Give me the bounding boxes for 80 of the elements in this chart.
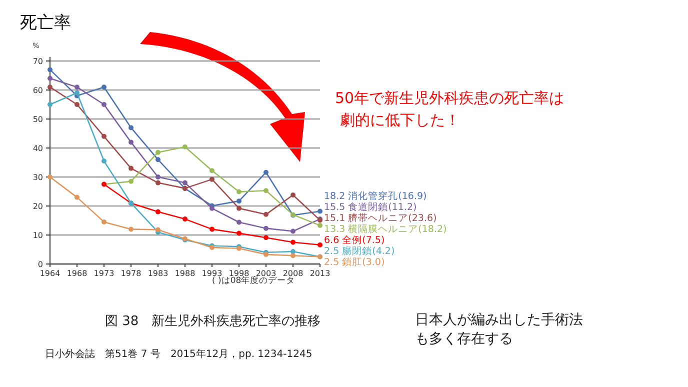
- point: [318, 222, 322, 228]
- point: [264, 170, 268, 175]
- y-tick-label: 40: [32, 144, 43, 153]
- x-tick-label: 1973: [94, 269, 114, 278]
- point: [74, 90, 80, 96]
- text: 18.2 消化管穿孔(16.9): [324, 191, 427, 202]
- point: [102, 84, 106, 90]
- point: [182, 180, 188, 186]
- point: [318, 242, 322, 248]
- point: [236, 206, 242, 211]
- x-tick-label: 2008: [282, 269, 304, 278]
- text: 15.5 食道閉鎖(11.2): [324, 202, 417, 213]
- point: [182, 216, 188, 222]
- text: 6.6 全例(7.5): [324, 235, 385, 246]
- point: [156, 209, 160, 214]
- point: [48, 102, 52, 107]
- point: [236, 198, 242, 204]
- point: [48, 67, 52, 72]
- point: [102, 219, 106, 224]
- x-tick-label: 2013: [310, 269, 330, 278]
- point: [102, 134, 106, 139]
- point: [156, 180, 160, 186]
- x-tick-label: 1978: [120, 269, 142, 278]
- text: 2.5 腸閉鎖(4.2): [324, 246, 395, 257]
- x-tick-label: 1983: [148, 269, 168, 278]
- point: [210, 168, 214, 174]
- text: 2.5 鎖肛(3.0): [324, 257, 385, 268]
- point: [74, 84, 80, 90]
- y-tick-label: 30: [32, 173, 43, 182]
- y-tick-label: 70: [32, 57, 43, 66]
- point: [236, 189, 242, 194]
- point: [48, 84, 52, 90]
- y-tick-label: 10: [32, 231, 43, 240]
- point: [290, 253, 296, 258]
- point: [290, 192, 296, 198]
- point: [128, 166, 134, 171]
- text: 日小外会誌 第51巻 7 号 2015年12月，pp. 1234-1245: [45, 348, 312, 360]
- x-tick-label: 1988: [174, 269, 196, 278]
- point: [102, 158, 106, 164]
- point: [236, 220, 242, 225]
- point: [290, 240, 296, 245]
- point: [264, 235, 268, 240]
- point: [318, 208, 322, 214]
- x-tick-label: 1968: [66, 269, 88, 278]
- point: [102, 102, 106, 107]
- point: [210, 206, 214, 211]
- point: [128, 226, 134, 232]
- text: ( )は08年度のデータ: [212, 275, 296, 286]
- point: [182, 144, 188, 150]
- point: [156, 174, 160, 180]
- point: [156, 150, 160, 155]
- point: [156, 157, 160, 162]
- point: [236, 230, 242, 236]
- text: 13.3 横隔膜ヘルニア(18.2): [324, 224, 447, 235]
- x-tick-label: 1993: [202, 269, 222, 278]
- y-tick-label: 0: [38, 260, 43, 269]
- point: [264, 226, 268, 231]
- y-tick-label: 20: [32, 202, 43, 211]
- point: [156, 227, 160, 232]
- chart-title: 死亡率: [20, 13, 71, 33]
- point: [290, 228, 296, 234]
- point: [128, 140, 134, 145]
- y-tick-label: 50: [32, 115, 43, 124]
- x-tick-label: 2003: [256, 269, 276, 278]
- text: 日本人が編み出した手術法も多く存在する: [415, 312, 583, 347]
- point: [264, 212, 268, 217]
- text: 50年で新生児外科疾患の死亡率は劇的に低下した！: [335, 89, 564, 129]
- point: [48, 76, 52, 81]
- x-tick-label: 1998: [228, 269, 250, 278]
- point: [264, 188, 268, 194]
- x-tick-label: 1964: [40, 269, 60, 278]
- text: 15.1 臍帯ヘルニア(23.6): [324, 213, 437, 224]
- point: [74, 194, 80, 200]
- point: [74, 102, 80, 107]
- caption: 図 38 新生児外科疾患死亡率の推移: [105, 313, 321, 329]
- point: [128, 178, 134, 184]
- point: [210, 226, 214, 232]
- point: [210, 176, 214, 182]
- y-tick-label: 60: [32, 86, 43, 95]
- point: [128, 125, 134, 130]
